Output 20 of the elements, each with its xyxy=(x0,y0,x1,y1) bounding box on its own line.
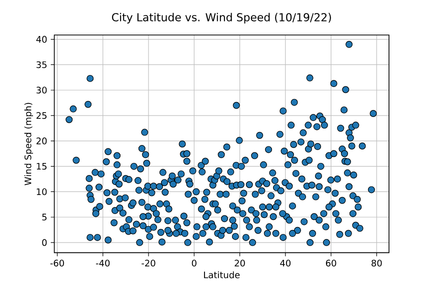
x-tick-label: 40 xyxy=(280,260,291,266)
x-tick-label: -60 xyxy=(50,260,64,266)
y-tick-label: 15 xyxy=(36,163,46,170)
y-tick-label: 25 xyxy=(36,112,46,119)
x-tick-label: 20 xyxy=(234,260,245,266)
y-tick-label: 35 xyxy=(36,61,46,68)
x-tick-label: 0 xyxy=(192,260,196,266)
y-tick-label: 5 xyxy=(42,214,46,220)
y-tick-label: 0 xyxy=(42,239,47,246)
x-tick-label: -20 xyxy=(142,260,156,266)
y-tick-label: 40 xyxy=(36,36,47,43)
x-tick-label: 80 xyxy=(372,260,382,266)
chart-title: City Latitude vs. Wind Speed (10/19/22) xyxy=(112,12,331,24)
y-tick-label: 30 xyxy=(36,86,47,94)
x-tick-label: 60 xyxy=(326,260,336,266)
x-axis-title: Latitude xyxy=(204,271,240,278)
y-tick-label: 10 xyxy=(36,188,47,196)
y-axis-title: Wind Speed (mph) xyxy=(24,102,34,186)
y-tick-label: 20 xyxy=(36,138,47,144)
x-tick-label: -40 xyxy=(96,260,110,266)
